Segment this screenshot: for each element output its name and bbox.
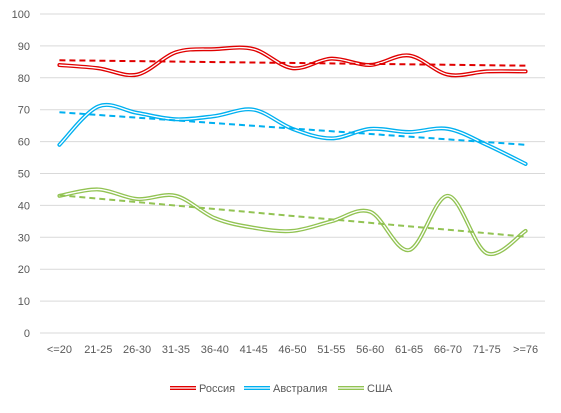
legend-label: Россия xyxy=(199,383,235,395)
series-line xyxy=(57,187,528,257)
y-axis-ticks: 0 10 20 30 40 50 60 70 80 90 100 xyxy=(12,9,30,340)
series-line-inner xyxy=(58,188,527,255)
series-3 xyxy=(57,187,528,257)
x-tick-label: 66-70 xyxy=(434,344,462,356)
y-tick-label: 100 xyxy=(12,9,30,21)
gridlines xyxy=(40,13,545,334)
x-tick-label: 36-40 xyxy=(201,344,229,356)
y-tick-label: 80 xyxy=(18,73,30,85)
x-tick-label: 26-30 xyxy=(123,344,151,356)
series-line-inner xyxy=(58,104,527,165)
x-tick-label: 46-50 xyxy=(278,344,306,356)
legend-item: США xyxy=(338,383,393,395)
y-tick-label: 50 xyxy=(18,169,30,181)
legend-item: Россия xyxy=(170,383,235,395)
x-tick-label: 71-75 xyxy=(473,344,501,356)
series-lines xyxy=(57,45,528,257)
y-tick-label: 0 xyxy=(24,328,30,340)
series-2 xyxy=(57,102,528,166)
series-line xyxy=(57,45,528,78)
legend-label: США xyxy=(367,383,393,395)
x-tick-label: 31-35 xyxy=(162,344,190,356)
x-tick-label: 21-25 xyxy=(84,344,112,356)
trendline xyxy=(59,59,526,67)
y-tick-label: 20 xyxy=(18,264,30,276)
y-tick-label: 40 xyxy=(18,200,30,212)
x-tick-label: >=76 xyxy=(513,344,538,356)
x-tick-label: 56-60 xyxy=(356,344,384,356)
legend: Россия Австралия США xyxy=(170,383,393,395)
legend-label: Австралия xyxy=(273,383,327,395)
x-tick-label: <=20 xyxy=(47,344,72,356)
trendline xyxy=(59,111,526,146)
y-tick-label: 60 xyxy=(18,137,30,149)
y-tick-label: 10 xyxy=(18,296,30,308)
y-tick-label: 90 xyxy=(18,41,30,53)
y-tick-label: 70 xyxy=(18,105,30,117)
x-tick-label: 41-45 xyxy=(240,344,268,356)
trendline xyxy=(59,194,526,238)
series-1 xyxy=(57,45,528,78)
y-tick-label: 30 xyxy=(18,232,30,244)
series-line xyxy=(57,102,528,166)
x-axis-ticks: <=20 21-25 26-30 31-35 36-40 41-45 46-50 51-55 5… xyxy=(47,344,538,356)
legend-item: Австралия xyxy=(244,383,327,395)
series-line-inner xyxy=(58,46,527,76)
x-tick-label: 61-65 xyxy=(395,344,423,356)
x-tick-label: 51-55 xyxy=(317,344,345,356)
